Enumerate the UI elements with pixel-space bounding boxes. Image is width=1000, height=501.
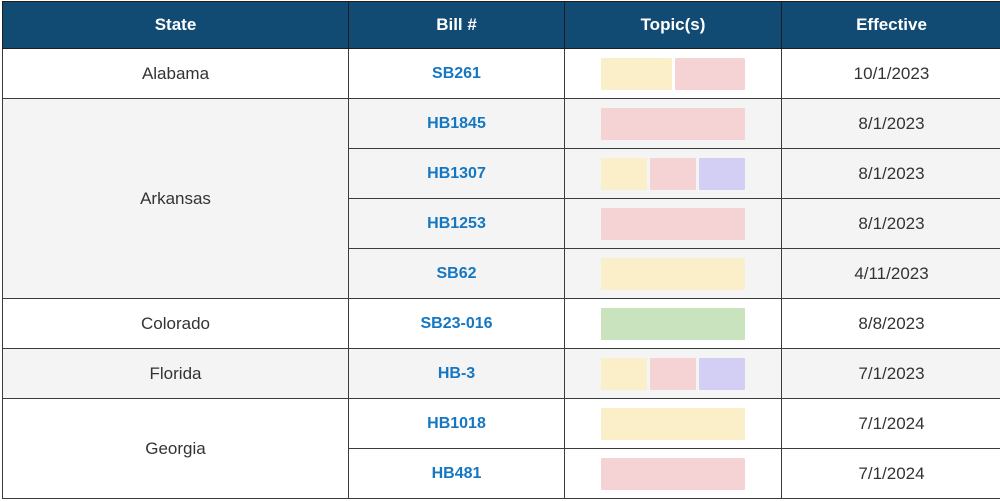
topics-cell bbox=[564, 348, 782, 399]
bill-link-hb-3[interactable]: HB-3 bbox=[437, 364, 476, 382]
topic-badge-yellow bbox=[601, 57, 672, 90]
topic-badge-pink bbox=[650, 357, 696, 390]
effective-date: 7/1/2024 bbox=[781, 398, 1000, 449]
column-header-topics: Topic(s) bbox=[564, 1, 782, 49]
bill-link-hb1845[interactable]: HB1845 bbox=[427, 114, 486, 132]
bill-cell: HB1018 bbox=[348, 398, 565, 449]
column-header-state: State bbox=[2, 1, 349, 49]
table-row: Colorado SB23-016 8/8/2023 bbox=[2, 298, 1000, 349]
effective-date: 8/1/2023 bbox=[781, 198, 1000, 249]
bill-cell: HB481 bbox=[348, 448, 565, 499]
effective-date: 7/1/2024 bbox=[781, 448, 1000, 499]
topic-badge-pink bbox=[674, 57, 745, 90]
bill-link-hb1253[interactable]: HB1253 bbox=[427, 214, 486, 232]
topic-badge-pink bbox=[601, 107, 745, 140]
topics-cell bbox=[564, 148, 782, 199]
table-row: Alabama SB261 10/1/2023 bbox=[2, 48, 1000, 99]
topics-cell bbox=[564, 448, 782, 499]
table-row: Florida HB-3 7/1/2023 bbox=[2, 348, 1000, 399]
state-cell-arkansas: Arkansas bbox=[2, 98, 349, 299]
topics-cell bbox=[564, 48, 782, 99]
state-cell-colorado: Colorado bbox=[2, 298, 349, 349]
bill-link-sb23-016[interactable]: SB23-016 bbox=[420, 314, 493, 332]
effective-date: 4/11/2023 bbox=[781, 248, 1000, 299]
bill-link-hb1018[interactable]: HB1018 bbox=[427, 414, 486, 432]
topic-badge-yellow bbox=[601, 157, 647, 190]
column-header-bill: Bill # bbox=[348, 1, 565, 49]
topic-badge-purple bbox=[699, 157, 745, 190]
bill-link-sb62[interactable]: SB62 bbox=[436, 264, 477, 282]
effective-date: 8/1/2023 bbox=[781, 148, 1000, 199]
state-cell-georgia: Georgia bbox=[2, 398, 349, 499]
topic-badges bbox=[601, 257, 745, 290]
state-cell-alabama: Alabama bbox=[2, 48, 349, 99]
topic-badges bbox=[601, 407, 745, 440]
table-row: Georgia HB1018 7/1/2024 bbox=[2, 398, 1000, 499]
topics-cell bbox=[564, 98, 782, 149]
topic-badges bbox=[601, 57, 745, 90]
topic-badges bbox=[601, 457, 745, 490]
topic-badges bbox=[601, 107, 745, 140]
topic-badge-pink bbox=[601, 207, 745, 240]
bill-cell: SB62 bbox=[348, 248, 565, 299]
bill-cell: HB1307 bbox=[348, 148, 565, 199]
bill-link-hb481[interactable]: HB481 bbox=[431, 464, 482, 482]
topic-badge-purple bbox=[699, 357, 745, 390]
bill-link-hb1307[interactable]: HB1307 bbox=[427, 164, 486, 182]
bill-cell: HB-3 bbox=[348, 348, 565, 399]
topic-badge-yellow bbox=[601, 257, 745, 290]
bill-cell: HB1845 bbox=[348, 98, 565, 149]
topic-badge-yellow bbox=[601, 357, 647, 390]
effective-date: 7/1/2023 bbox=[781, 348, 1000, 399]
topics-cell bbox=[564, 248, 782, 299]
topic-badges bbox=[601, 207, 745, 240]
topics-cell bbox=[564, 198, 782, 249]
topic-badge-yellow bbox=[601, 407, 745, 440]
table-header-row: State Bill # Topic(s) Effective bbox=[2, 1, 1000, 49]
table-row: Arkansas HB1845 8/1/2023 bbox=[2, 98, 1000, 299]
bill-cell: HB1253 bbox=[348, 198, 565, 249]
topic-badges bbox=[601, 357, 745, 390]
topic-badges bbox=[601, 307, 745, 340]
bill-cell: SB23-016 bbox=[348, 298, 565, 349]
topic-badge-pink bbox=[601, 457, 745, 490]
topic-badge-pink bbox=[650, 157, 696, 190]
effective-date: 8/8/2023 bbox=[781, 298, 1000, 349]
column-header-effective: Effective bbox=[781, 1, 1000, 49]
topic-badges bbox=[601, 157, 745, 190]
topics-cell bbox=[564, 398, 782, 449]
topics-cell bbox=[564, 298, 782, 349]
bill-cell: SB261 bbox=[348, 48, 565, 99]
effective-date: 10/1/2023 bbox=[781, 48, 1000, 99]
effective-date: 8/1/2023 bbox=[781, 98, 1000, 149]
topic-badge-green bbox=[601, 307, 745, 340]
bill-link-sb261[interactable]: SB261 bbox=[432, 64, 481, 82]
state-cell-florida: Florida bbox=[2, 348, 349, 399]
